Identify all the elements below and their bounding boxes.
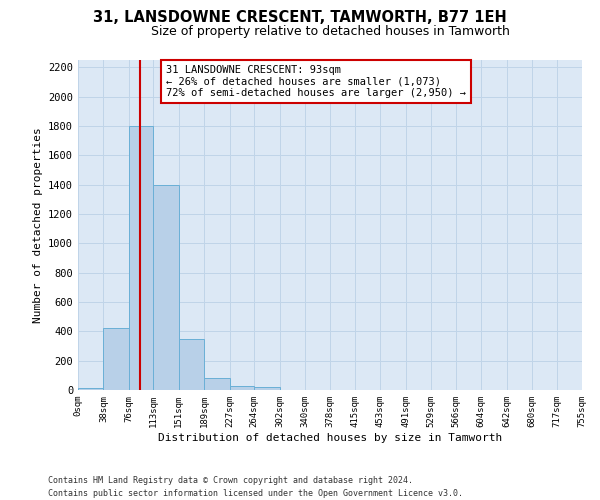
Bar [230,386,254,390]
X-axis label: Distribution of detached houses by size in Tamworth: Distribution of detached houses by size … [158,432,502,442]
Bar [204,378,230,390]
Bar [129,126,154,390]
Bar [179,338,204,390]
Bar [103,328,129,390]
Text: Contains HM Land Registry data © Crown copyright and database right 2024.
Contai: Contains HM Land Registry data © Crown c… [48,476,463,498]
Bar [154,184,179,390]
Text: 31 LANSDOWNE CRESCENT: 93sqm
← 26% of detached houses are smaller (1,073)
72% of: 31 LANSDOWNE CRESCENT: 93sqm ← 26% of de… [166,65,466,98]
Title: Size of property relative to detached houses in Tamworth: Size of property relative to detached ho… [151,25,509,38]
Bar [78,388,103,390]
Bar [254,387,280,390]
Y-axis label: Number of detached properties: Number of detached properties [32,127,43,323]
Text: 31, LANSDOWNE CRESCENT, TAMWORTH, B77 1EH: 31, LANSDOWNE CRESCENT, TAMWORTH, B77 1E… [93,10,507,25]
